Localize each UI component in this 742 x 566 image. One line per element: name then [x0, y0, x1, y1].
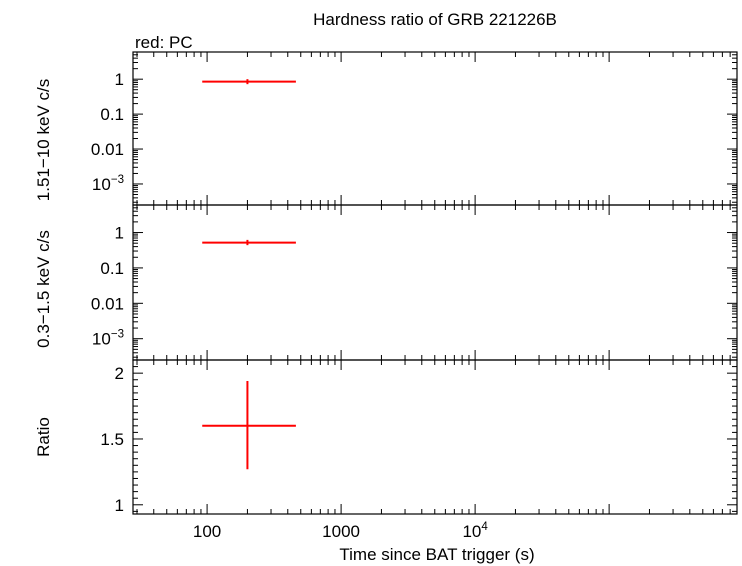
y-tick-label-exponent: −3 [111, 329, 124, 341]
y-tick-label-base: 0.01 [91, 140, 124, 159]
panel-frame [132, 51, 738, 206]
y-tick-label: 1 [115, 224, 124, 243]
y-tick-label-base: 10 [92, 330, 111, 349]
x-ticks [136, 205, 738, 360]
x-tick-label-base: 100 [193, 522, 221, 541]
x-tick-labels: 100 1000 104 [193, 521, 488, 541]
y-tick-label: 0.1 [100, 105, 124, 124]
y-tick-label-base: 0.1 [100, 105, 124, 124]
y-tick-label: 10−3 [92, 329, 124, 349]
y-tick-label: 0.01 [91, 294, 124, 313]
y-tick-label: 10−3 [92, 174, 124, 194]
panel-ratio: 1 1.5 2 Ratio [34, 359, 738, 515]
y-tick-label-base: 2 [115, 364, 124, 383]
y-tick-label-base: 0.1 [100, 259, 124, 278]
legend-label: red: PC [135, 33, 193, 52]
data-point [202, 79, 296, 85]
y-tick-label: 0.1 [100, 259, 124, 278]
y-ticks [133, 204, 737, 358]
data-point [202, 381, 296, 470]
panel-frame [132, 204, 738, 361]
y-tick-label-base: 1 [115, 496, 124, 515]
chart-title: Hardness ratio of GRB 221226B [313, 10, 557, 29]
y-ticks [133, 51, 737, 203]
y-tick-label-base: 1.5 [100, 430, 124, 449]
x-axis-label: Time since BAT trigger (s) [339, 545, 534, 564]
x-tick-label-base: 1000 [322, 522, 360, 541]
x-tick-label-exponent: 4 [481, 521, 488, 533]
y-axis-label: Ratio [34, 417, 53, 457]
y-tick-label: 1 [115, 70, 124, 89]
y-tick-label: 0.01 [91, 140, 124, 159]
y-tick-label-base: 0.01 [91, 294, 124, 313]
y-tick-label-base: 10 [92, 175, 111, 194]
data-point [202, 239, 296, 246]
panel-hard: 1 0.1 0.01 10−3 1.51−10 keV c/s [34, 51, 738, 206]
x-tick-label: 100 [193, 522, 221, 541]
y-tick-label: 1 [115, 496, 124, 515]
y-tick-label-base: 1 [115, 70, 124, 89]
y-axis-label: 1.51−10 keV c/s [34, 79, 53, 201]
y-tick-label: 1.5 [100, 430, 124, 449]
y-axis-label: 0.3−1.5 keV c/s [34, 230, 53, 348]
y-tick-label-exponent: −3 [111, 174, 124, 186]
x-tick-label: 104 [462, 521, 488, 541]
x-tick-label-base: 10 [462, 522, 481, 541]
y-ticks [133, 359, 737, 512]
panel-frame [132, 359, 738, 515]
x-ticks [136, 52, 738, 205]
panel-soft: 1 0.1 0.01 10−3 0.3−1.5 keV c/s [34, 204, 738, 361]
y-tick-label: 2 [115, 364, 124, 383]
y-tick-label-base: 1 [115, 224, 124, 243]
x-tick-label: 1000 [322, 522, 360, 541]
x-ticks [136, 360, 738, 514]
